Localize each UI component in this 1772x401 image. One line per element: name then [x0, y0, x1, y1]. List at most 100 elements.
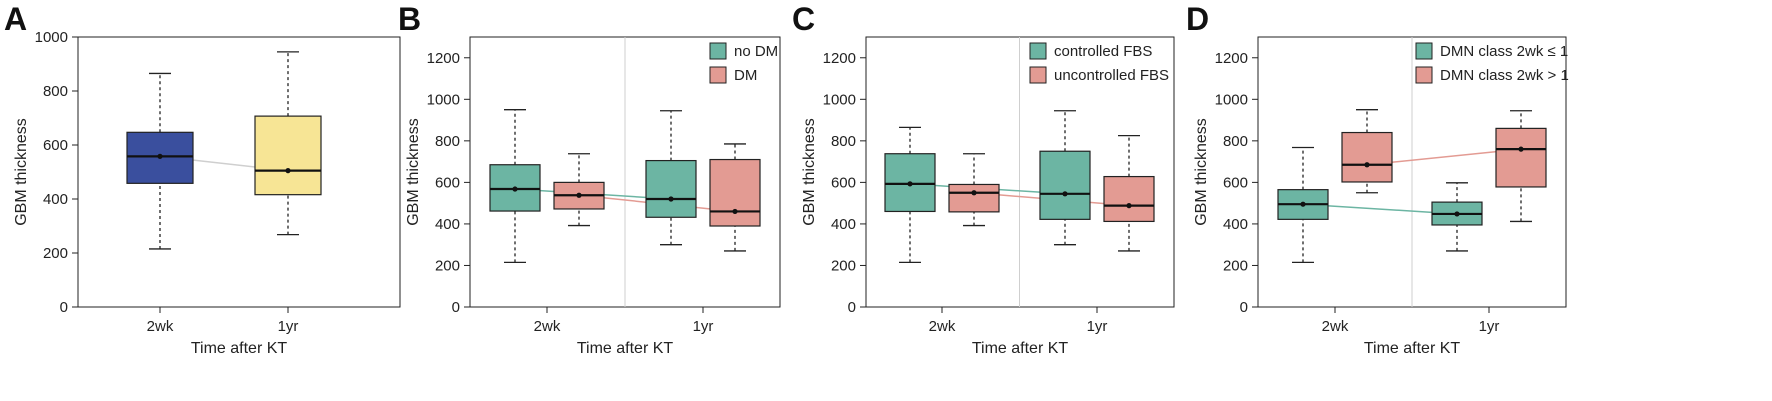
plot-frame	[77, 36, 401, 308]
mean-point	[907, 181, 913, 187]
x-tick-label: 1yr	[693, 318, 714, 335]
y-tick-label: 1200	[1215, 50, 1248, 67]
y-tick-label: 800	[435, 133, 460, 150]
box-uncontrolled-FBS-2wk	[948, 153, 1000, 227]
box-controlled-FBS-2wk	[884, 126, 936, 263]
mean-point	[971, 190, 977, 196]
y-tick-label: 400	[1223, 216, 1248, 233]
box-no-DM-2wk	[489, 109, 541, 263]
box-DMN-class-2wk->-1-1yr	[1495, 110, 1547, 223]
box-controlled-FBS-1yr	[1039, 110, 1091, 246]
mean-point	[668, 196, 674, 202]
legend-label: no DM	[734, 43, 778, 60]
box-2wk	[126, 72, 194, 250]
legend: controlled FBS uncontrolled FBS	[1029, 42, 1169, 84]
y-tick-label: 0	[1240, 299, 1248, 316]
mean-point	[1454, 211, 1460, 217]
y-tick-label: 1200	[427, 50, 460, 67]
mean-point	[576, 192, 582, 198]
box-iqr	[645, 159, 697, 218]
y-axis-label: GBM thickness	[801, 118, 818, 226]
box-iqr	[1341, 131, 1393, 183]
box-DM-1yr	[709, 143, 761, 252]
x-axis-label: Time after KT	[191, 340, 288, 357]
y-tick-label: 1000	[35, 29, 68, 46]
y-tick-label: 200	[43, 245, 68, 262]
panel-letter: B	[398, 1, 421, 37]
box-DMN-class-2wk->-1-2wk	[1341, 109, 1393, 194]
legend-swatch	[1415, 66, 1433, 84]
mean-point	[1062, 191, 1068, 197]
panel-B: B 0 200 400 600 800 1000 1200 2wk 1yr Time after K…	[398, 1, 781, 357]
y-tick-label: 600	[1223, 174, 1248, 191]
panel-letter: A	[4, 1, 27, 37]
box-iqr	[1039, 150, 1091, 220]
y-tick-label: 1200	[823, 50, 856, 67]
x-axis-label: Time after KT	[1364, 340, 1461, 357]
mean-point	[1364, 162, 1370, 168]
y-tick-label: 200	[435, 257, 460, 274]
mean-point	[732, 208, 738, 215]
box-1yr	[254, 51, 322, 236]
box-iqr	[1495, 127, 1547, 188]
y-tick-label: 0	[848, 299, 856, 316]
x-tick-label: 1yr	[1479, 318, 1500, 335]
x-tick-label: 2wk	[1322, 318, 1349, 335]
y-tick-label: 0	[60, 299, 68, 316]
mean-point	[512, 186, 518, 192]
x-tick-label: 2wk	[147, 318, 174, 335]
mean-point	[1518, 146, 1524, 152]
y-tick-label: 800	[831, 133, 856, 150]
legend-label: DMN class 2wk > 1	[1440, 67, 1569, 84]
legend: DMN class 2wk ≤ 1 DMN class 2wk > 1	[1415, 42, 1569, 84]
box-DM-2wk	[553, 153, 605, 227]
panel-letter: D	[1186, 1, 1209, 37]
box-iqr	[948, 183, 1000, 213]
y-tick-label: 200	[831, 257, 856, 274]
y-tick-label: 1000	[427, 91, 460, 108]
legend-swatch	[709, 66, 727, 84]
y-tick-label: 800	[1223, 133, 1248, 150]
legend-label: DM	[734, 67, 757, 84]
y-tick-label: 600	[831, 174, 856, 191]
y-tick-label: 200	[1223, 257, 1248, 274]
x-tick-label: 2wk	[929, 318, 956, 335]
y-tick-label: 400	[43, 191, 68, 208]
x-tick-label: 2wk	[534, 318, 561, 335]
legend-swatch	[1029, 42, 1047, 60]
box-no-DM-1yr	[645, 110, 697, 246]
box-DMN-class-2wk-≤-1-2wk	[1277, 146, 1329, 263]
x-tick-label: 1yr	[278, 318, 299, 335]
y-tick-label: 1000	[1215, 91, 1248, 108]
y-axis-label: GBM thickness	[405, 118, 422, 226]
y-tick-label: 1000	[823, 91, 856, 108]
panel-letter: C	[792, 1, 815, 37]
panel-A: A 0 200 400 600 800 1000 2wk 1yr Time after KT GBM…	[4, 1, 401, 357]
legend-label: uncontrolled FBS	[1054, 67, 1169, 84]
legend-swatch	[1415, 42, 1433, 60]
x-axis-label: Time after KT	[577, 340, 674, 357]
legend-label: controlled FBS	[1054, 43, 1152, 60]
y-tick-label: 600	[435, 174, 460, 191]
mean-point	[1126, 203, 1132, 209]
y-tick-label: 400	[435, 216, 460, 233]
panel-D: D 0 200 400 600 800 1000 1200 2wk 1yr Time after K…	[1186, 1, 1569, 357]
y-axis-label: GBM thickness	[13, 118, 30, 226]
legend: no DM DM	[709, 42, 778, 84]
y-tick-label: 600	[43, 137, 68, 154]
box-iqr	[1103, 175, 1155, 223]
x-tick-label: 1yr	[1087, 318, 1108, 335]
trend-line	[1366, 148, 1522, 166]
x-axis-label: Time after KT	[972, 340, 1069, 357]
y-tick-label: 400	[831, 216, 856, 233]
box-iqr	[709, 158, 761, 227]
box-uncontrolled-FBS-1yr	[1103, 135, 1155, 252]
legend-swatch	[709, 42, 727, 60]
legend-label: DMN class 2wk ≤ 1	[1440, 43, 1568, 60]
y-tick-label: 800	[43, 83, 68, 100]
trend-line	[1302, 203, 1458, 215]
box-DMN-class-2wk-≤-1-1yr	[1431, 182, 1483, 252]
mean-point	[285, 168, 291, 174]
